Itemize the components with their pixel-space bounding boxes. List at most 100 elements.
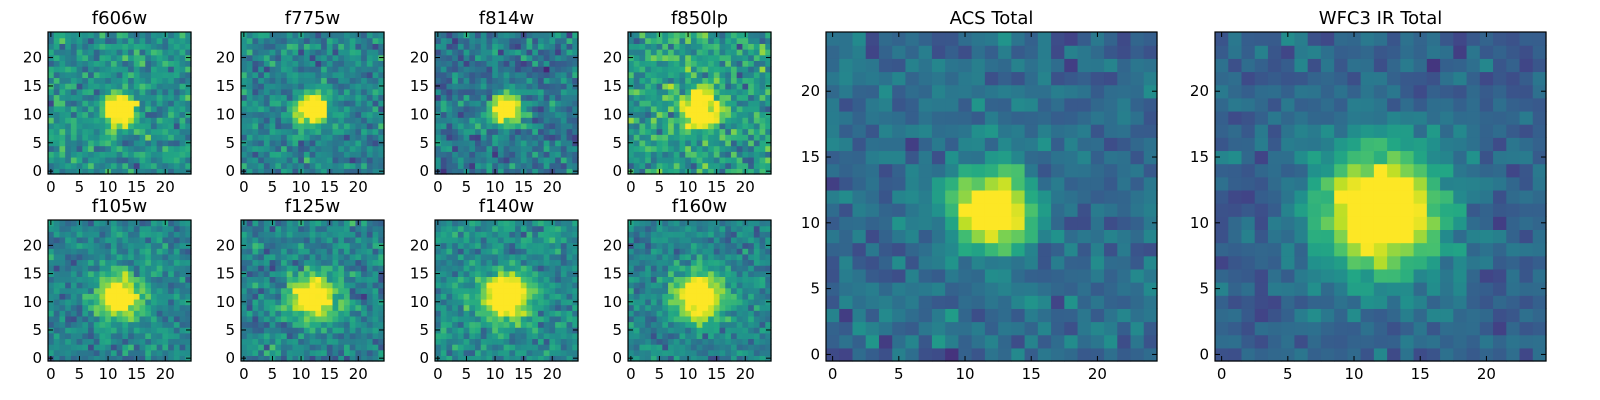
- heatmap-pixel: [258, 88, 265, 96]
- heatmap-pixel: [526, 236, 533, 244]
- heatmap-pixel: [349, 321, 356, 328]
- heatmap-pixel: [656, 111, 663, 118]
- heatmap-pixel: [315, 315, 322, 323]
- heatmap-pixel: [463, 94, 470, 101]
- heatmap-pixel: [696, 60, 703, 67]
- heatmap-pixel: [645, 276, 652, 283]
- heatmap-pixel: [475, 168, 482, 175]
- heatmap-pixel: [633, 60, 641, 67]
- heatmap-pixel: [263, 60, 271, 67]
- heatmap-pixel: [515, 338, 522, 345]
- heatmap-pixel: [88, 338, 95, 345]
- heatmap-pixel: [70, 128, 78, 135]
- heatmap-pixel: [156, 287, 163, 294]
- heatmap-pixel: [59, 168, 66, 175]
- heatmap-pixel: [440, 94, 448, 101]
- heatmap-pixel: [492, 122, 499, 130]
- heatmap-pixel: [162, 248, 169, 255]
- heatmap-pixel: [139, 94, 146, 101]
- heatmap-pixel: [53, 66, 61, 73]
- heatmap-pixel: [65, 276, 72, 283]
- heatmap-pixel: [53, 332, 61, 340]
- heatmap-pixel: [469, 94, 476, 101]
- heatmap-pixel: [275, 298, 282, 306]
- heatmap-pixel: [298, 248, 305, 255]
- heatmap-pixel: [128, 94, 135, 101]
- heatmap-pixel: [332, 139, 339, 147]
- heatmap-pixel: [258, 242, 265, 249]
- heatmap-pixel: [185, 151, 192, 158]
- heatmap-pixel: [560, 253, 568, 261]
- heatmap-pixel: [292, 327, 299, 334]
- heatmap-pixel: [275, 293, 282, 300]
- heatmap-pixel: [503, 236, 510, 244]
- heatmap-pixel: [88, 71, 95, 79]
- heatmap-pixel: [645, 310, 652, 317]
- heatmap-pixel: [99, 332, 106, 340]
- heatmap-pixel: [685, 83, 692, 90]
- heatmap-pixel: [520, 270, 528, 277]
- heatmap-pixel: [725, 293, 732, 300]
- heatmap-pixel: [105, 270, 112, 277]
- heatmap-pixel: [656, 298, 663, 306]
- heatmap-pixel: [332, 77, 339, 84]
- heatmap-pixel: [719, 37, 726, 44]
- heatmap-pixel: [469, 54, 476, 61]
- heatmap-pixel: [497, 122, 505, 130]
- heatmap-pixel: [145, 168, 152, 175]
- heatmap-pixel: [685, 49, 692, 56]
- heatmap-pixel: [179, 71, 186, 79]
- heatmap-pixel: [173, 349, 181, 356]
- heatmap-pixel: [696, 122, 703, 130]
- heatmap-pixel: [258, 338, 265, 345]
- heatmap-pixel: [116, 128, 123, 135]
- heatmap-pixel: [679, 66, 686, 73]
- heatmap-pixel: [696, 88, 703, 96]
- heatmap-pixel: [509, 43, 516, 50]
- heatmap-pixel: [526, 156, 533, 164]
- heatmap-pixel: [133, 315, 141, 323]
- heatmap-pixel: [560, 49, 568, 56]
- heatmap-pixel: [759, 100, 766, 107]
- x-tick-label: 10: [486, 365, 505, 383]
- heatmap-pixel: [446, 139, 453, 147]
- heatmap-pixel: [349, 128, 356, 135]
- heatmap-pixel: [246, 242, 254, 249]
- heatmap-pixel: [656, 310, 663, 317]
- heatmap-pixel: [685, 105, 692, 113]
- heatmap-pixel: [343, 349, 351, 356]
- heatmap-pixel: [378, 225, 385, 232]
- heatmap-pixel: [690, 71, 698, 79]
- heatmap-pixel: [372, 145, 379, 152]
- heatmap-pixel: [549, 344, 556, 351]
- heatmap-pixel: [765, 122, 772, 130]
- heatmap-pixel: [572, 282, 579, 289]
- heatmap-pixel: [537, 105, 545, 113]
- heatmap-pixel: [145, 293, 152, 300]
- heatmap-pixel: [730, 83, 738, 90]
- heatmap-pixel: [742, 134, 749, 141]
- heatmap-pixel: [105, 94, 112, 101]
- heatmap-pixel: [503, 145, 510, 152]
- heatmap-pixel: [82, 220, 89, 227]
- heatmap-pixel: [486, 293, 493, 300]
- heatmap-pixel: [179, 77, 186, 84]
- heatmap-pixel: [549, 139, 556, 147]
- heatmap-pixel: [76, 315, 83, 323]
- heatmap-pixel: [110, 321, 118, 328]
- heatmap-pixel: [292, 344, 299, 351]
- heatmap-pixel: [321, 220, 328, 227]
- heatmap-pixel: [372, 349, 379, 356]
- heatmap-pixel: [492, 49, 499, 56]
- heatmap-pixel: [685, 344, 692, 351]
- heatmap-pixel: [133, 236, 141, 244]
- heatmap-pixel: [515, 265, 522, 272]
- heatmap-pixel: [503, 349, 510, 356]
- heatmap-pixel: [145, 145, 152, 152]
- heatmap-pixel: [435, 122, 442, 130]
- heatmap-pixel: [742, 145, 749, 152]
- heatmap-pixel: [70, 310, 78, 317]
- heatmap-pixel: [662, 349, 669, 356]
- heatmap-pixel: [690, 287, 698, 294]
- heatmap-pixel: [338, 298, 345, 306]
